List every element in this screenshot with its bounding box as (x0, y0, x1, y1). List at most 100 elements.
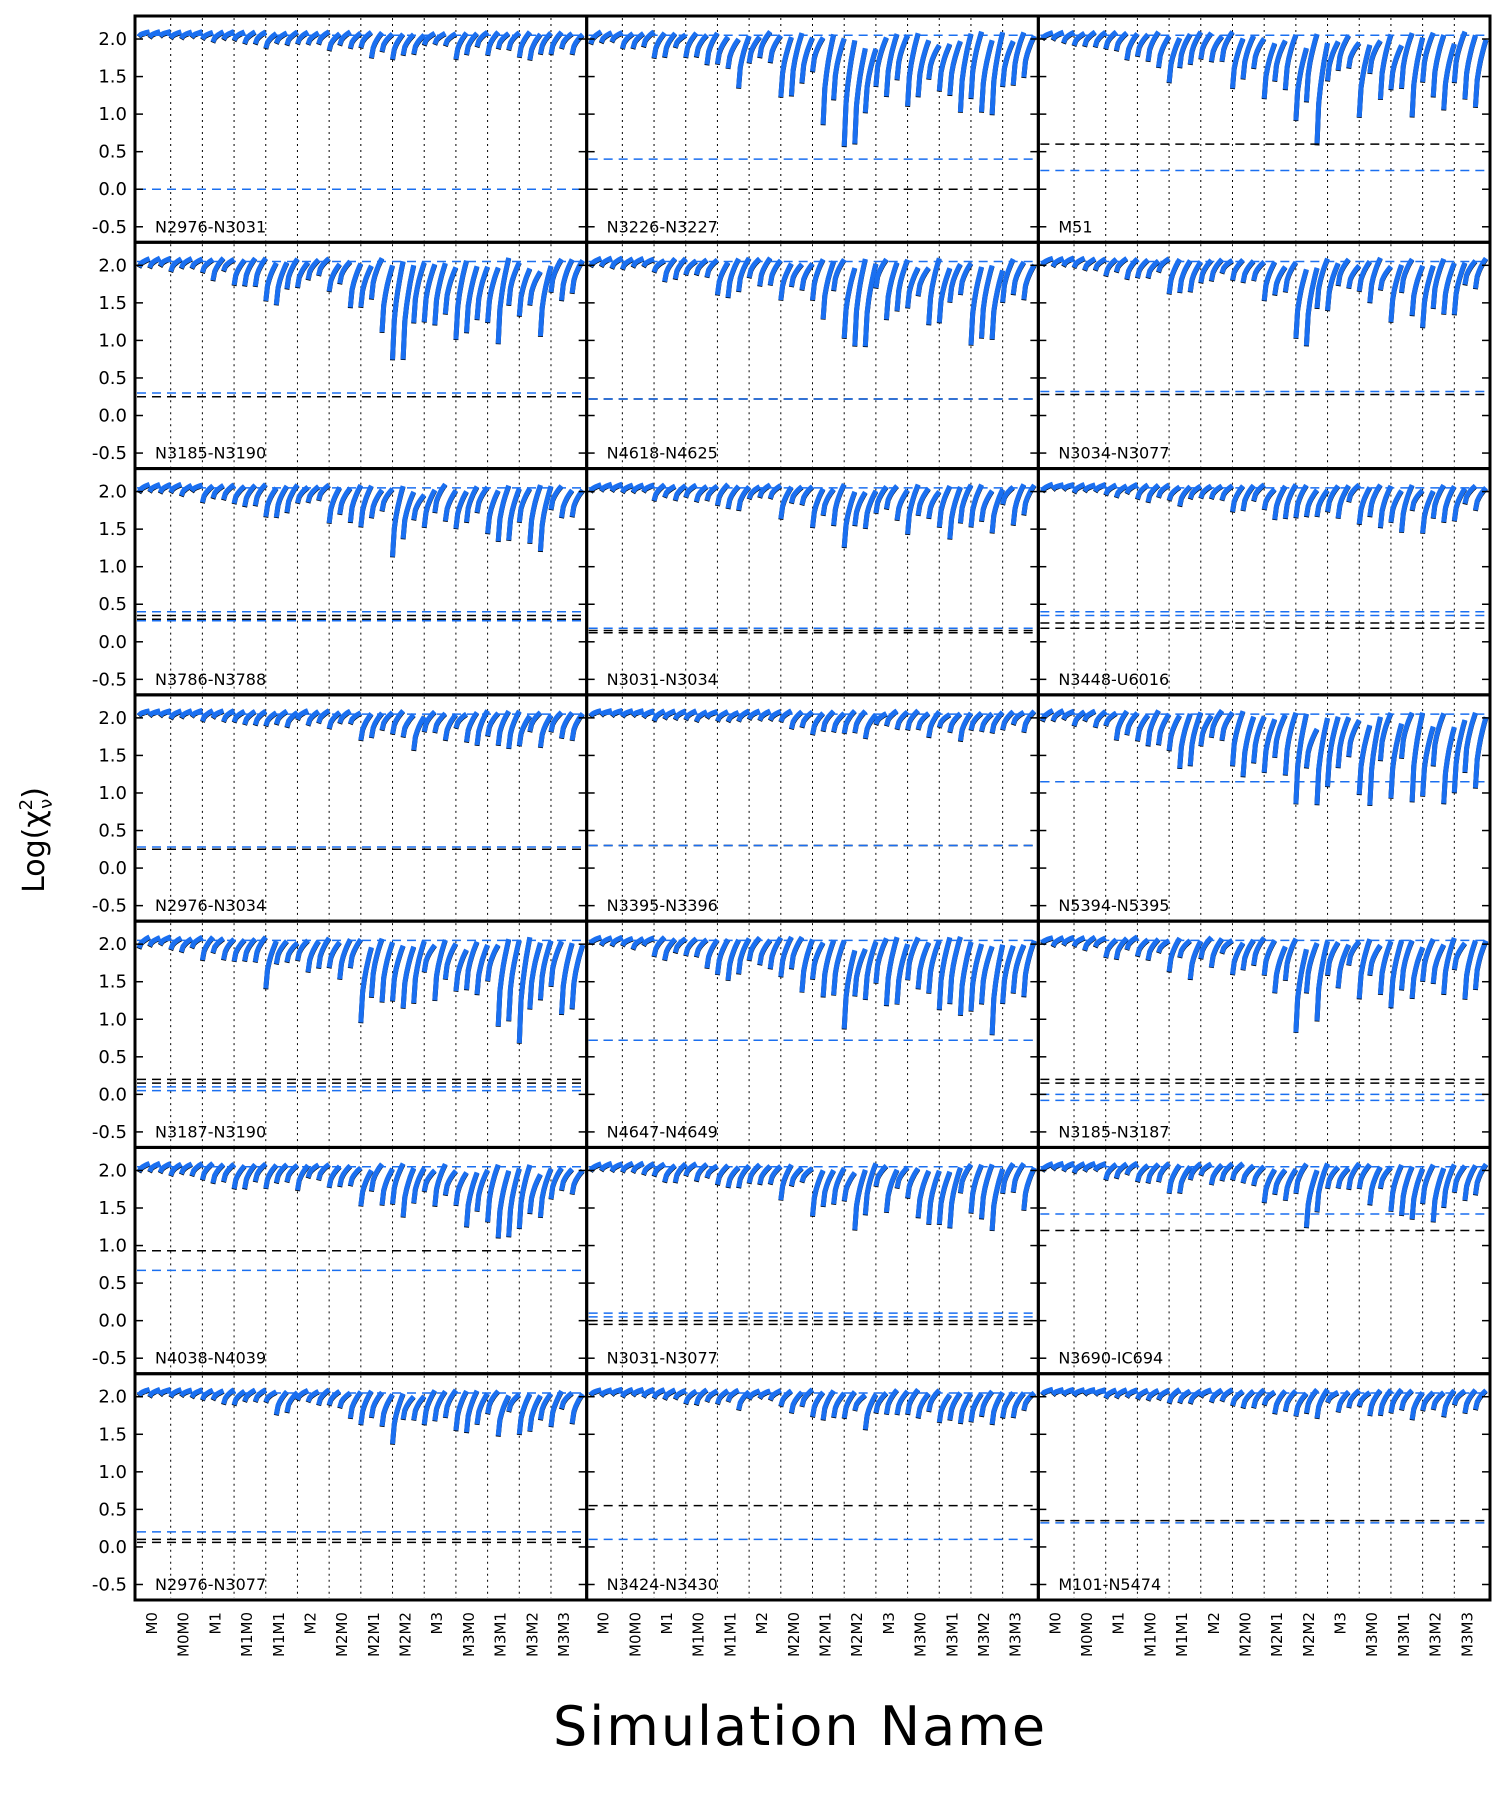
data-blue (379, 710, 395, 731)
data-blue (527, 1394, 543, 1432)
data-blue (873, 1391, 889, 1414)
data-blue (1462, 259, 1478, 286)
data-blue (210, 256, 226, 281)
data-blue (548, 257, 564, 293)
data-blue (147, 255, 162, 269)
panel-label: N5394-N5395 (1058, 896, 1169, 915)
data-blue (915, 711, 931, 730)
data-blue (390, 1392, 406, 1445)
data-blue (168, 1387, 183, 1399)
data-blue (820, 939, 836, 997)
data-blue (1293, 268, 1309, 339)
data-blue (905, 1387, 921, 1415)
data-blue (831, 1391, 847, 1418)
data-blue (411, 715, 427, 751)
x-tick-label: M3M1 (492, 1612, 510, 1657)
data-blue (1198, 1387, 1213, 1398)
data-blue (651, 258, 666, 273)
x-tick-label: M3 (1332, 1612, 1350, 1635)
data-blue (527, 270, 543, 306)
data-blue (788, 1165, 804, 1187)
data-blue (862, 48, 879, 113)
x-tick-label: M3M2 (523, 1612, 541, 1657)
data-blue (453, 948, 469, 992)
data-blue (915, 1169, 931, 1218)
data-blue (852, 1392, 867, 1411)
data-blue (464, 1389, 480, 1433)
data-blue (1462, 1164, 1478, 1201)
data-blue (189, 934, 204, 949)
x-tick-label: M2M2 (397, 1612, 415, 1657)
data-blue (242, 1162, 258, 1190)
data-blue (326, 940, 342, 969)
data-blue (767, 483, 783, 500)
data-blue (1135, 1387, 1150, 1401)
data-blue (442, 266, 459, 315)
data-blue (1272, 945, 1288, 993)
data-blue (442, 942, 459, 980)
data-blue (1356, 486, 1372, 525)
data-blue (778, 485, 794, 520)
data-blue (1251, 259, 1266, 281)
y-tick-label: 0.0 (98, 1537, 127, 1558)
data-blue (358, 1389, 374, 1425)
data-blue (432, 262, 448, 325)
data-blue (189, 482, 204, 493)
panel-n3395-n3396: N3395-N3396 (585, 693, 1040, 923)
data-blue (358, 1169, 374, 1207)
panel-label: N3226-N3227 (607, 217, 718, 236)
data-blue (1230, 1161, 1245, 1181)
data-blue (1092, 256, 1107, 271)
data-blue (1441, 261, 1457, 315)
data-blue (714, 260, 731, 296)
data-blue (464, 940, 480, 990)
data-blue (400, 1394, 416, 1420)
data-blue (883, 33, 900, 97)
data-blue (1261, 1168, 1277, 1203)
data-blue (1000, 257, 1016, 303)
data-blue (1430, 1390, 1446, 1410)
data-blue (1113, 30, 1129, 52)
data-blue (474, 943, 490, 995)
x-tick-label: M1M1 (1173, 1612, 1191, 1657)
data-blue (252, 482, 268, 507)
data-blue (1472, 716, 1489, 788)
data-blue (1156, 256, 1171, 273)
data-blue (1409, 1167, 1425, 1220)
data-blue (559, 1167, 574, 1191)
y-tick-label: 2.0 (98, 482, 127, 503)
data-blue (284, 1390, 300, 1413)
data-blue (831, 939, 847, 996)
data-blue (178, 1161, 193, 1175)
data-blue (485, 1389, 501, 1415)
data-blue (862, 712, 878, 739)
data-blue (736, 708, 751, 722)
data-blue (1367, 1165, 1383, 1205)
data-blue (757, 708, 772, 722)
data-blue (746, 935, 762, 961)
data-blue (599, 1387, 613, 1398)
data-blue (651, 935, 667, 957)
data-blue (1040, 30, 1054, 41)
data-blue (1092, 935, 1107, 948)
panel-n5394-n5395: N5394-N5395 (1036, 693, 1492, 923)
data-blue (1113, 483, 1129, 498)
data-blue (619, 31, 635, 50)
data-blue (609, 30, 624, 43)
data-blue (1462, 711, 1478, 773)
data-blue (495, 484, 512, 542)
panel-n3226-n3227: N3226-N3227 (585, 14, 1040, 244)
x-tick-label: M2 (301, 1612, 319, 1635)
data-blue (527, 1173, 543, 1214)
data-blue (693, 257, 709, 276)
data-blue (1451, 1388, 1467, 1406)
data-blue (432, 482, 448, 513)
data-blue (1082, 934, 1097, 951)
data-blue (1356, 724, 1373, 795)
data-blue (1303, 1387, 1319, 1414)
data-blue (1303, 727, 1320, 768)
data-blue (147, 1386, 162, 1398)
data-blue (1282, 937, 1299, 981)
data-blue (1462, 1388, 1478, 1414)
x-tick-label: M3M2 (1427, 1612, 1445, 1657)
